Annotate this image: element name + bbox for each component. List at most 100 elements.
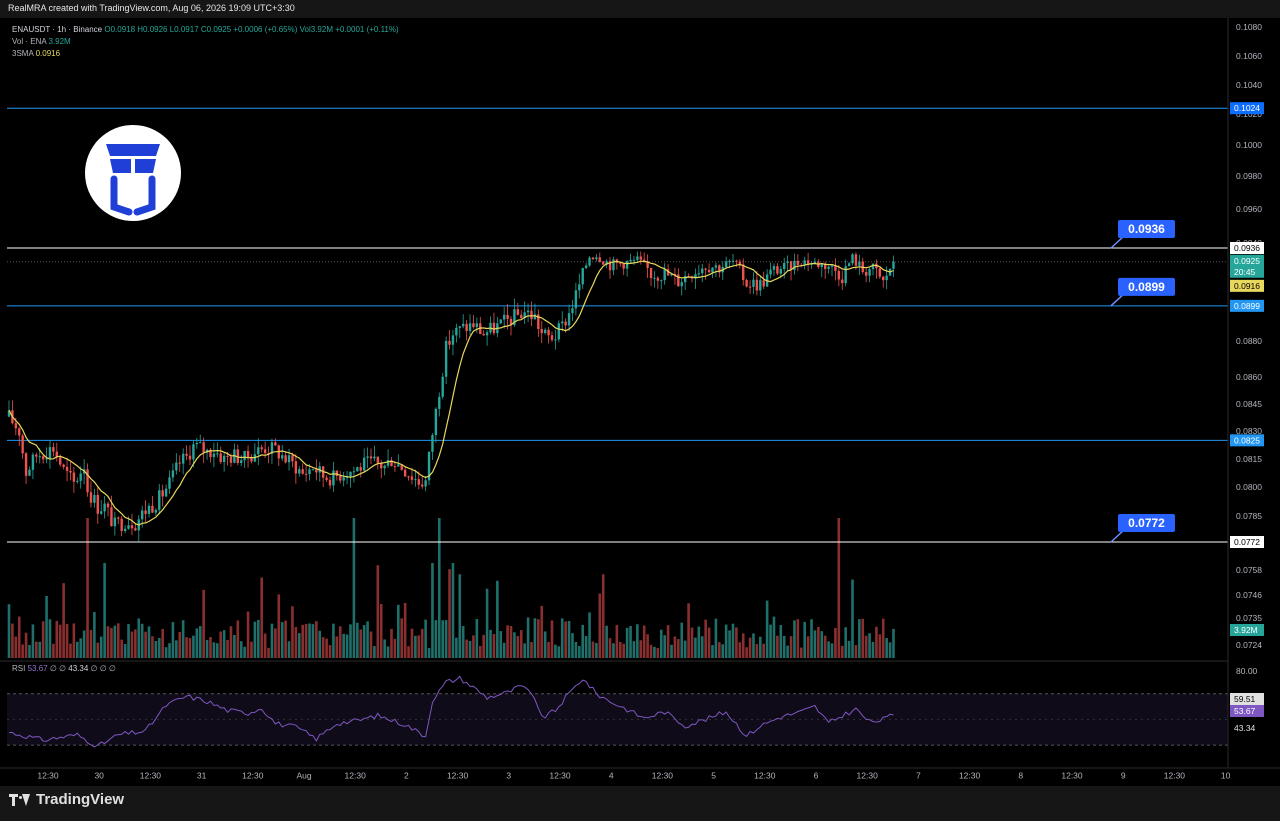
candle xyxy=(168,477,171,489)
x-tick-label: 2 xyxy=(404,770,409,780)
candle xyxy=(834,265,837,271)
volume-bar xyxy=(704,619,707,658)
candle xyxy=(257,447,260,455)
volume-bar xyxy=(338,626,342,658)
volume-bar xyxy=(653,646,656,658)
candle xyxy=(851,254,854,264)
volume-bar xyxy=(612,643,615,658)
volume-bar xyxy=(803,621,806,658)
volume-bar xyxy=(431,563,434,658)
volume-bar xyxy=(301,624,304,658)
volume-bar xyxy=(656,647,660,658)
rsi-axis-label: 80.00 xyxy=(1236,666,1258,676)
volume-bar xyxy=(120,639,123,658)
volume-bar xyxy=(465,639,468,658)
volume-bar xyxy=(755,643,759,658)
candle xyxy=(718,265,721,273)
candle xyxy=(806,260,810,265)
volume-bar xyxy=(79,638,83,658)
candle xyxy=(69,470,72,473)
volume-bar xyxy=(663,635,666,658)
candle xyxy=(188,455,192,460)
candle xyxy=(195,442,199,445)
volume-bar xyxy=(195,628,199,658)
volume-bar xyxy=(820,631,824,658)
volume-bar xyxy=(560,618,564,658)
candle xyxy=(325,477,328,480)
volume-bar xyxy=(14,636,18,658)
candle xyxy=(291,455,294,462)
volume-bar xyxy=(601,574,605,658)
candle xyxy=(632,259,636,261)
candle xyxy=(885,275,888,281)
volume-bar xyxy=(434,620,438,658)
volume-bar xyxy=(373,646,376,658)
candle xyxy=(240,460,243,464)
candle xyxy=(776,266,779,274)
y-tick-label: 0.1000 xyxy=(1236,140,1262,150)
candle xyxy=(270,442,274,454)
candle xyxy=(830,265,834,267)
volume-bar xyxy=(427,647,431,658)
candle xyxy=(373,456,376,459)
candle xyxy=(711,267,714,273)
candle xyxy=(697,273,701,275)
volume-bar xyxy=(188,638,192,658)
legend-volume-label: Vol · ENA xyxy=(12,37,47,46)
sma-line xyxy=(8,260,894,526)
x-tick-label: 12:30 xyxy=(857,770,879,780)
badge-rsi-lower: 43.34 xyxy=(1234,723,1256,733)
volume-bar xyxy=(567,621,571,658)
y-tick-label: 0.0785 xyxy=(1236,511,1262,521)
candle xyxy=(154,509,158,513)
volume-bar xyxy=(632,641,636,658)
volume-bar xyxy=(403,602,407,658)
candle xyxy=(311,469,315,471)
volume-bar xyxy=(697,626,701,658)
volume-bar xyxy=(222,630,226,658)
candle xyxy=(451,335,455,345)
candle xyxy=(502,314,506,320)
candle xyxy=(653,277,656,279)
volume-bar xyxy=(550,620,554,658)
candle xyxy=(209,449,212,458)
volume-bar xyxy=(96,642,100,658)
legend-sma-label: 3SMA xyxy=(12,49,34,58)
volume-bar xyxy=(229,626,233,658)
candle xyxy=(441,376,444,397)
y-tick-label: 0.1060 xyxy=(1236,51,1262,61)
volume-bar xyxy=(441,620,445,658)
candle xyxy=(783,262,786,269)
price-chart[interactable]: 0.10800.10600.10400.10200.10000.09800.09… xyxy=(0,18,1280,786)
volume-bar xyxy=(489,629,492,658)
candle xyxy=(345,477,349,479)
volume-bar xyxy=(284,620,287,658)
candle xyxy=(571,308,574,314)
candle xyxy=(202,442,205,453)
volume-bar xyxy=(11,623,14,658)
candle xyxy=(96,494,99,514)
candle xyxy=(229,456,233,463)
candle xyxy=(660,280,663,282)
volume-bar xyxy=(311,624,315,658)
tradingview-logo[interactable]: TradingView xyxy=(9,791,124,808)
chart-frame[interactable]: 0.10800.10600.10400.10200.10000.09800.09… xyxy=(0,18,1280,786)
candle xyxy=(745,279,748,287)
legend-volume-value: 3.92M xyxy=(48,37,71,46)
candle xyxy=(564,321,567,326)
candle xyxy=(673,274,677,276)
volume-bar xyxy=(861,618,865,658)
candle xyxy=(468,323,472,331)
candle xyxy=(7,410,11,417)
candle xyxy=(390,460,393,467)
volume-bar xyxy=(31,624,35,658)
candle xyxy=(45,458,48,460)
volume-bar xyxy=(666,625,670,658)
candle xyxy=(397,464,400,467)
candle xyxy=(687,276,690,278)
y-tick-label: 0.0880 xyxy=(1236,336,1262,346)
candle xyxy=(414,479,417,481)
x-tick-label: 12:30 xyxy=(242,770,264,780)
volume-bar xyxy=(598,593,602,658)
x-tick-label: 12:30 xyxy=(549,770,571,780)
